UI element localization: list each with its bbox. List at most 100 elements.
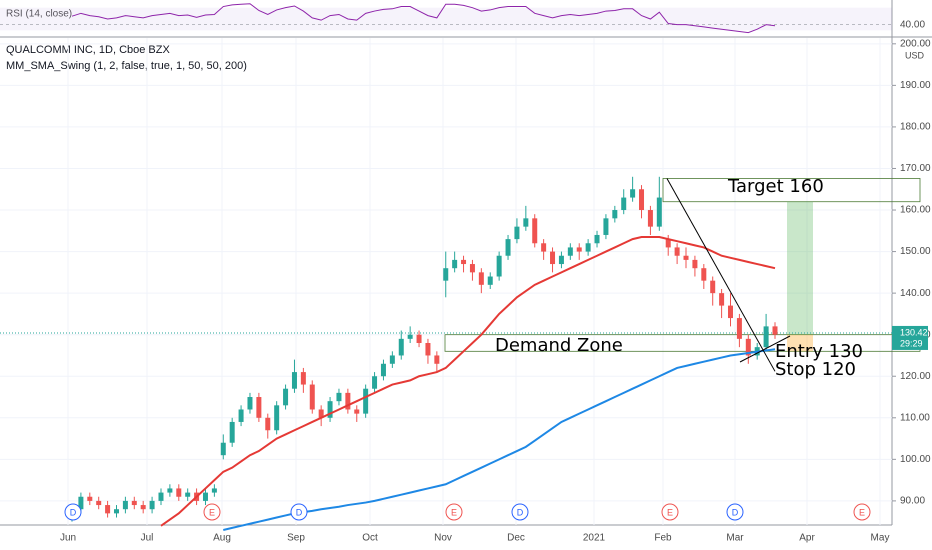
x-tick-label: Feb xyxy=(654,533,672,544)
candle-body xyxy=(647,210,653,227)
candle-body xyxy=(238,409,244,422)
y-tick-label: 180.00 xyxy=(900,122,931,133)
x-tick-label: Dec xyxy=(507,533,525,544)
reward-zone xyxy=(787,201,813,335)
candle-body xyxy=(256,397,262,418)
candle-body xyxy=(372,376,378,389)
candle-body xyxy=(309,384,315,410)
candle-body xyxy=(229,421,235,443)
candle-body xyxy=(701,268,707,281)
candle-body xyxy=(630,189,636,198)
candle-body xyxy=(300,372,306,385)
rsi-title: RSI (14, close) xyxy=(6,9,72,20)
event-label: E xyxy=(667,507,673,517)
candle-body xyxy=(443,268,449,281)
candle-body xyxy=(487,276,493,285)
candle-body xyxy=(550,251,556,265)
candle-body xyxy=(532,218,538,244)
candle-body xyxy=(558,255,564,265)
risk-zone xyxy=(787,334,813,352)
rsi-band xyxy=(0,7,892,31)
candle-body xyxy=(692,259,698,269)
y-tick-label: 160.00 xyxy=(900,205,931,216)
event-marker xyxy=(853,503,871,521)
x-tick-label: May xyxy=(871,533,890,544)
entry-label: Entry 130 xyxy=(775,341,863,362)
currency-label: USD xyxy=(905,50,925,60)
rsi-line xyxy=(71,3,776,34)
candle-body xyxy=(363,388,369,414)
trend-line xyxy=(666,178,776,372)
y-tick-label: 110.00 xyxy=(900,412,930,423)
event-label: E xyxy=(859,507,865,517)
y-tick-label: 150.00 xyxy=(900,246,931,257)
price-tag xyxy=(892,325,928,350)
trend-line-2 xyxy=(739,335,791,363)
candle-body xyxy=(96,500,102,506)
x-tick-label: Nov xyxy=(434,533,452,544)
candle-body xyxy=(113,509,119,514)
x-tick-label: Oct xyxy=(362,533,378,544)
candle-body xyxy=(336,392,342,402)
candle-body xyxy=(639,189,645,211)
candle-body xyxy=(345,392,351,410)
candle-body xyxy=(541,243,547,252)
candle-body xyxy=(122,500,128,510)
candle-body xyxy=(594,234,600,244)
y-tick-label: 90.00 xyxy=(900,496,925,507)
candle-body xyxy=(158,492,164,501)
candle-body xyxy=(523,218,529,227)
event-label: D xyxy=(732,507,739,517)
candle-body xyxy=(683,255,689,260)
candle-body xyxy=(105,505,111,514)
candle-body xyxy=(496,255,502,277)
candle-body xyxy=(318,409,324,418)
candle-body xyxy=(220,442,226,456)
candle-body xyxy=(567,247,573,256)
y-tick-label: 170.00 xyxy=(900,163,931,174)
candle-body xyxy=(425,342,431,356)
y-tick-label: 100.00 xyxy=(900,454,931,465)
candle-body xyxy=(247,397,253,410)
stop-label: Stop 120 xyxy=(775,359,856,380)
y-tick-label: 190.00 xyxy=(900,80,931,91)
rsi-tick-label: 40.00 xyxy=(900,19,925,30)
candle-body xyxy=(505,239,511,256)
chart-title: QUALCOMM INC, 1D, Cboe BZX xyxy=(6,44,170,56)
sma-line xyxy=(160,236,776,527)
candle-body xyxy=(656,197,662,227)
candle-body xyxy=(772,326,778,335)
candle-body xyxy=(674,247,680,256)
candle-body xyxy=(176,488,182,497)
x-tick-label: Mar xyxy=(726,533,744,544)
candle-body xyxy=(407,334,413,339)
candle-body xyxy=(745,338,751,356)
candle-body xyxy=(185,492,191,497)
candle-body xyxy=(265,417,271,431)
x-tick-label: Apr xyxy=(799,533,815,544)
y-tick-label: 120.00 xyxy=(900,371,931,382)
target-label: Target 160 xyxy=(727,176,824,197)
event-marker xyxy=(511,503,529,521)
candle-body xyxy=(167,488,173,493)
x-tick-label: Aug xyxy=(213,533,231,544)
candle-body xyxy=(291,372,297,389)
candle-body xyxy=(576,247,582,252)
y-tick-label: 200.00 xyxy=(900,38,931,49)
candle-body xyxy=(612,210,618,219)
event-label: D xyxy=(517,507,524,517)
candle-body xyxy=(585,243,591,252)
candle-body xyxy=(763,326,769,348)
candle-body xyxy=(728,305,734,319)
candle-body xyxy=(87,496,93,501)
candle-body xyxy=(78,496,84,510)
candle-body xyxy=(389,355,395,364)
candle-body xyxy=(461,259,467,265)
candle-body xyxy=(434,355,440,364)
candle-body xyxy=(283,388,289,406)
candle-body xyxy=(603,218,609,235)
candle-body xyxy=(380,363,386,377)
candle-body xyxy=(149,500,155,510)
